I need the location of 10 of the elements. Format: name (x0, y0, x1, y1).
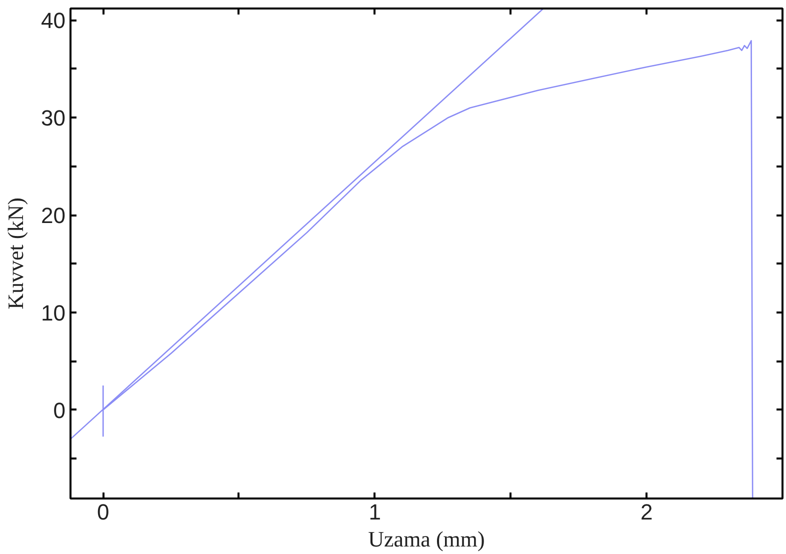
y-axis-title: Kuvvet (kN) (3, 198, 28, 310)
y-tick-label: 0 (53, 398, 66, 423)
x-tick-label: 0 (96, 500, 110, 524)
y-tick-label: 40 (41, 8, 66, 34)
y-tick-label: 20 (41, 203, 66, 228)
x-tick-label: 1 (368, 500, 381, 524)
x-tick-label: 2 (640, 500, 653, 524)
y-tick-label: 10 (41, 300, 66, 326)
y-tick-label: 30 (41, 106, 66, 131)
x-axis-title: Uzama (mm) (368, 526, 485, 552)
